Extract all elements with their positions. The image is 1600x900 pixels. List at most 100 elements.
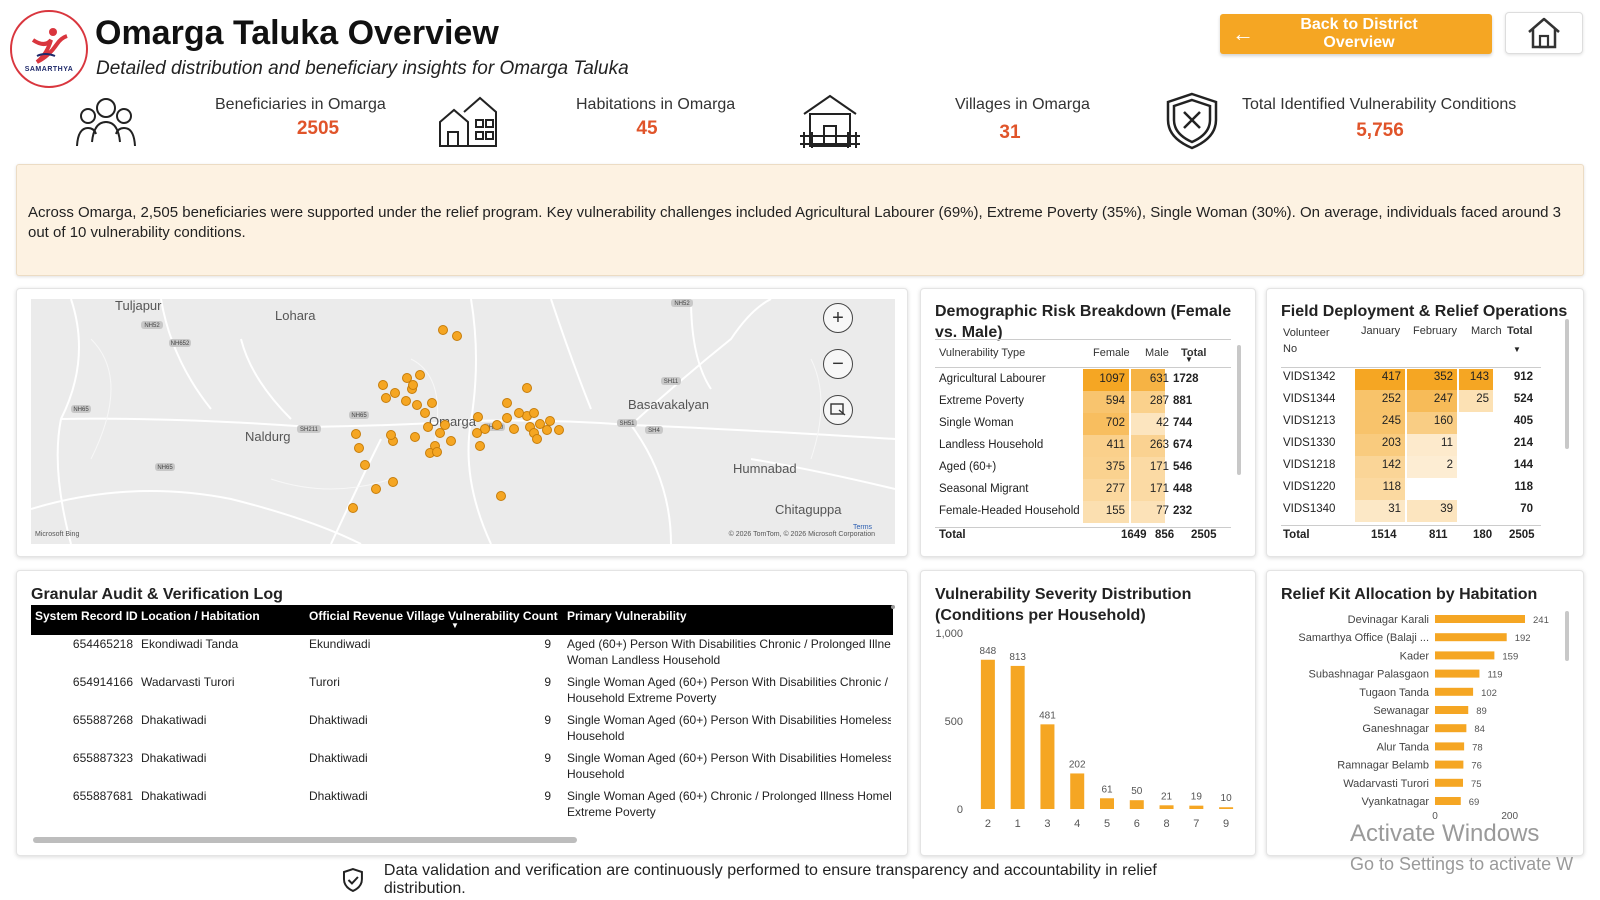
volunteer-id: VIDS1344 [1283,393,1336,405]
x-tick-label: 0 [1432,811,1438,822]
beneficiary-markers [348,325,564,513]
habitation: Ekondiwadi Tanda [141,637,239,651]
bar[interactable] [1435,760,1464,769]
bar[interactable] [1435,706,1469,714]
table-row[interactable]: Single Woman 702 42 744 [935,413,1231,439]
table-row[interactable]: 654465218 Ekondiwadi Tanda Ekundiwadi 9 Aged… [31,637,891,675]
column-header[interactable]: Primary Vulnerability [567,609,687,623]
bar[interactable] [1070,773,1085,809]
x-tick-label: 8 [1163,818,1169,830]
volunteer-id: VIDS1213 [1283,415,1336,427]
column-header[interactable]: Male [1145,347,1169,359]
table-row[interactable]: 655887323 Dhakatiwadi Dhaktiwadi 9 Single Wo… [31,751,891,789]
habitation: Dhakatiwadi [141,789,207,803]
shield-check-icon [342,867,363,893]
male-count: 287 [1149,395,1169,407]
bar[interactable] [1040,724,1055,809]
column-header[interactable]: Official Revenue Village [309,609,445,623]
table-row[interactable]: VIDS1220 118 118 [1281,478,1545,503]
beneficiary-map[interactable]: Tuljapur Lohara Basavakalyan Naldurg Oma… [31,299,895,544]
severity-bar-chart[interactable]: 0 500 1,000 848 2 813 1 481 3 202 4 61 5 50 6 21 8 19 7 10 9 [921,623,1257,853]
bar[interactable] [1435,797,1461,805]
male-count: 171 [1149,483,1169,495]
column-header[interactable]: System Record ID [35,609,138,623]
field-rows: VIDS1342 417 352 143 912 VIDS1344 252 247 25 524 V… [1281,369,1545,523]
march-count: 25 [1476,393,1489,405]
zoom-in-button[interactable]: + [823,303,853,333]
table-row[interactable]: VIDS1330 203 11 214 [1281,434,1545,459]
total-total: 2505 [1509,529,1535,541]
bar[interactable] [1435,633,1507,642]
heat-cell-female [1083,369,1129,391]
table-row[interactable]: 655887268 Dhakatiwadi Dhaktiwadi 9 Single Wo… [31,713,891,751]
data-label: 481 [1039,710,1056,721]
vertical-scrollbar[interactable] [891,605,895,609]
card-title: Relief Kit Allocation by Habitation [1281,586,1538,603]
bar[interactable] [1435,651,1495,660]
bar[interactable] [1435,669,1480,678]
bar[interactable] [1435,687,1474,696]
map-place-label: Humnabad [733,461,797,476]
vulnerability-count: 9 [544,751,551,765]
kpi-value: 31 [999,122,1021,143]
heat-cell-jan [1355,500,1405,522]
bar[interactable] [1435,724,1467,733]
table-row[interactable]: 654914166 Wadarvasti Turori Turori 9 Single … [31,675,891,713]
column-header[interactable]: Total [1181,347,1207,359]
primary-vulnerability: Single Woman Aged (60+) Person With Disa… [567,675,891,689]
table-row[interactable]: Aged (60+) 375 171 546 [935,457,1231,483]
february-count: 39 [1440,503,1453,515]
primary-vulnerability-cont: Woman Landless Household [567,653,721,667]
horizontal-scrollbar[interactable] [33,837,577,843]
bar[interactable] [1435,615,1525,623]
table-row[interactable]: VIDS1344 252 247 25 524 [1281,390,1545,415]
table-row[interactable]: Female-Headed Household 155 77 232 [935,501,1231,527]
audit-rows: 654465218 Ekondiwadi Tanda Ekundiwadi 9 Aged… [17,637,909,821]
january-count: 118 [1382,481,1401,493]
table-row[interactable]: 655887681 Dhakatiwadi Dhaktiwadi 9 Single Wo… [31,789,891,821]
bar[interactable] [1189,805,1204,809]
bar[interactable] [1159,805,1174,809]
table-row[interactable]: Agricultural Labourer 1097 631 1728 [935,369,1231,395]
scrollbar[interactable] [1237,345,1241,475]
scrollbar[interactable] [1565,611,1569,661]
category-label: Ganeshnagar [1362,723,1429,735]
category-label: Tugaon Tanda [1359,687,1430,699]
column-header[interactable]: Location / Habitation [141,609,260,623]
heat-cell-mar [1459,390,1493,412]
bar[interactable] [1010,665,1025,809]
heat-cell-jan [1355,434,1405,456]
bar[interactable] [1435,742,1465,751]
table-row[interactable]: VIDS1218 142 2 144 [1281,456,1545,481]
select-area-button[interactable] [823,395,853,425]
table-row[interactable]: VIDS1340 31 39 70 [1281,500,1545,523]
back-to-district-button[interactable]: ← Back to District Overview [1220,14,1492,54]
svg-text:NH65: NH65 [157,465,173,471]
record-id: 654914166 [72,675,133,689]
map-brand-label: Microsoft Bing [35,531,80,538]
bar[interactable] [980,659,995,809]
bar[interactable] [1219,807,1234,809]
table-row[interactable]: Extreme Poverty 594 287 881 [935,391,1231,417]
card-title: Vulnerability Severity Distribution (Con… [935,586,1192,624]
zoom-out-button[interactable]: − [823,349,853,379]
table-row[interactable]: VIDS1213 245 160 405 [1281,412,1545,437]
female-count: 375 [1105,461,1125,473]
february-count: 2 [1446,459,1453,471]
home-button[interactable] [1505,12,1583,54]
scrollbar[interactable] [1565,319,1569,449]
svg-text:NH52: NH52 [144,323,160,329]
relief-kit-bar-chart[interactable]: Devinagar Karali 241 Samarthya Office (Bal… [1267,607,1567,823]
column-header[interactable]: Vulnerability Count [448,609,558,623]
bar[interactable] [1129,800,1144,809]
kpi-label: Villages in Omarga [955,96,1090,113]
table-row[interactable]: Landless Household 411 263 674 [935,435,1231,461]
table-row[interactable]: Seasonal Migrant 277 171 448 [935,479,1231,505]
heat-cell-male [1131,369,1165,391]
bar[interactable] [1100,798,1114,809]
data-label: 202 [1069,759,1086,770]
bar[interactable] [1435,778,1464,787]
table-row[interactable]: VIDS1342 417 352 143 912 [1281,369,1545,393]
home-icon [1528,17,1560,49]
column-header[interactable]: Total [1507,325,1533,337]
